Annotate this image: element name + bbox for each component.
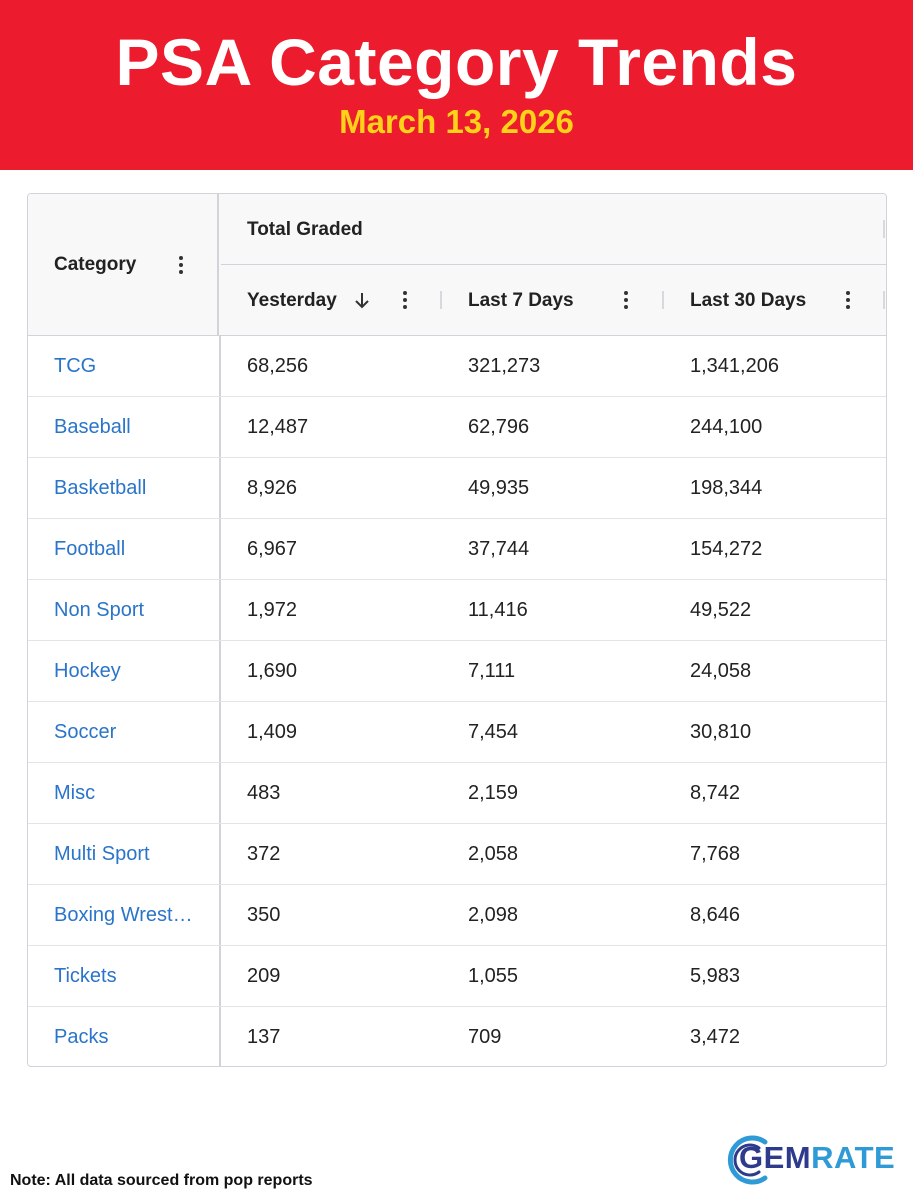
last-7-days-cell: 709 — [468, 1026, 502, 1048]
column-resize-handle[interactable] — [883, 291, 885, 309]
last-30-days-cell: 49,522 — [690, 599, 752, 621]
last-30-days-cell: 3,472 — [690, 1026, 741, 1048]
yesterday-cell: 209 — [247, 965, 281, 987]
category-link[interactable]: Non Sport — [54, 599, 145, 621]
category-link[interactable]: Football — [54, 538, 126, 560]
last-7-days-cell: 1,055 — [468, 965, 519, 987]
yesterday-cell: 1,690 — [247, 660, 298, 682]
table-row[interactable]: Tickets 209 1,055 5,983 — [28, 946, 886, 1007]
column-header-yesterday-label: Yesterday — [247, 290, 337, 311]
last-7-days-cell: 62,796 — [468, 416, 530, 438]
last-7-days-cell: 11,416 — [468, 599, 528, 621]
last-7-days-cell: 49,935 — [468, 477, 530, 499]
gemrate-logo: GEMRATE — [725, 1130, 905, 1186]
category-link[interactable]: Misc — [54, 782, 96, 804]
category-link[interactable]: Multi Sport — [54, 843, 150, 865]
yesterday-cell: 372 — [247, 843, 281, 865]
last-7-days-cell: 7,111 — [468, 660, 516, 682]
logo-wordmark: GEMRATE — [739, 1140, 895, 1176]
last-30-days-cell: 8,742 — [690, 782, 741, 804]
table-row[interactable]: Basketball 8,926 49,935 198,344 — [28, 458, 886, 519]
column-header-category-label: Category — [54, 254, 137, 275]
yesterday-cell: 137 — [247, 1026, 281, 1048]
column-header-last-7-days[interactable]: Last 7 Days — [442, 265, 664, 335]
table-row[interactable]: TCG 68,256 321,273 1,341,206 — [28, 336, 886, 397]
column-menu-icon[interactable] — [403, 291, 407, 309]
column-header-category[interactable]: Category — [28, 194, 219, 335]
column-group-header-total-graded: Total Graded — [221, 194, 886, 265]
category-link[interactable]: Hockey — [54, 660, 121, 682]
yesterday-cell: 8,926 — [247, 477, 298, 499]
last-7-days-cell: 2,098 — [468, 904, 519, 926]
yesterday-cell: 68,256 — [247, 355, 309, 377]
last-30-days-cell: 198,344 — [690, 477, 763, 499]
yesterday-cell: 6,967 — [247, 538, 298, 560]
page-title: PSA Category Trends — [115, 25, 798, 99]
table-row[interactable]: Soccer 1,409 7,454 30,810 — [28, 702, 886, 763]
last-7-days-cell: 321,273 — [468, 355, 541, 377]
title-banner: PSA Category Trends March 13, 2026 — [0, 0, 913, 170]
category-link[interactable]: Soccer — [54, 721, 117, 743]
table-row[interactable]: Football 6,967 37,744 154,272 — [28, 519, 886, 580]
logo-wordmark-part: RATE — [811, 1140, 896, 1175]
table-row[interactable]: Packs 137 709 3,472 — [28, 1007, 886, 1066]
last-30-days-cell: 154,272 — [690, 538, 763, 560]
grid-header: Category Total Graded Yesterday Last 7 D… — [28, 194, 886, 336]
report-date: March 13, 2026 — [339, 103, 574, 140]
table-row[interactable]: Hockey 1,690 7,111 24,058 — [28, 641, 886, 702]
category-link[interactable]: Tickets — [54, 965, 117, 987]
column-header-yesterday[interactable]: Yesterday — [221, 265, 442, 335]
category-link[interactable]: TCG — [54, 355, 97, 377]
yesterday-cell: 1,409 — [247, 721, 298, 743]
last-30-days-cell: 1,341,206 — [690, 355, 779, 377]
column-group-label: Total Graded — [247, 219, 363, 240]
category-link[interactable]: Boxing Wrestling MMA — [54, 904, 194, 926]
yesterday-cell: 12,487 — [247, 416, 309, 438]
column-header-last-30-days-label: Last 30 Days — [690, 290, 807, 311]
yesterday-cell: 483 — [247, 782, 281, 804]
category-link[interactable]: Packs — [54, 1026, 109, 1048]
table-row[interactable]: Multi Sport 372 2,058 7,768 — [28, 824, 886, 885]
yesterday-cell: 1,972 — [247, 599, 298, 621]
category-link[interactable]: Baseball — [54, 416, 131, 438]
yesterday-cell: 350 — [247, 904, 281, 926]
logo-arc-icon — [727, 1135, 768, 1185]
last-7-days-cell: 2,058 — [468, 843, 519, 865]
column-resize-handle[interactable] — [662, 291, 664, 309]
sort-descending-icon[interactable] — [354, 291, 370, 309]
last-30-days-cell: 24,058 — [690, 660, 752, 682]
footnote: Note: All data sourced from pop reports — [10, 1172, 313, 1189]
logo-wordmark-part: GEM — [739, 1140, 812, 1175]
column-menu-icon[interactable] — [846, 291, 850, 309]
column-menu-icon[interactable] — [179, 256, 183, 274]
data-grid: Category Total Graded Yesterday Last 7 D… — [27, 193, 887, 1067]
table-row[interactable]: Non Sport 1,972 11,416 49,522 — [28, 580, 886, 641]
last-7-days-cell: 37,744 — [468, 538, 530, 560]
last-30-days-cell: 30,810 — [690, 721, 752, 743]
column-resize-handle[interactable] — [883, 220, 885, 238]
column-header-last-30-days[interactable]: Last 30 Days — [664, 265, 886, 335]
table-row[interactable]: Boxing Wrestling MMA 350 2,098 8,646 — [28, 885, 886, 946]
last-30-days-cell: 5,983 — [690, 965, 741, 987]
category-link[interactable]: Basketball — [54, 477, 147, 499]
last-30-days-cell: 244,100 — [690, 416, 763, 438]
last-30-days-cell: 8,646 — [690, 904, 741, 926]
table-row[interactable]: Misc 483 2,159 8,742 — [28, 763, 886, 824]
last-30-days-cell: 7,768 — [690, 843, 741, 865]
column-resize-handle[interactable] — [440, 291, 442, 309]
column-menu-icon[interactable] — [624, 291, 628, 309]
last-7-days-cell: 7,454 — [468, 721, 519, 743]
table-row[interactable]: Baseball 12,487 62,796 244,100 — [28, 397, 886, 458]
pinned-column-divider — [219, 335, 221, 1066]
last-7-days-cell: 2,159 — [468, 782, 519, 804]
column-header-last-7-days-label: Last 7 Days — [468, 290, 574, 311]
